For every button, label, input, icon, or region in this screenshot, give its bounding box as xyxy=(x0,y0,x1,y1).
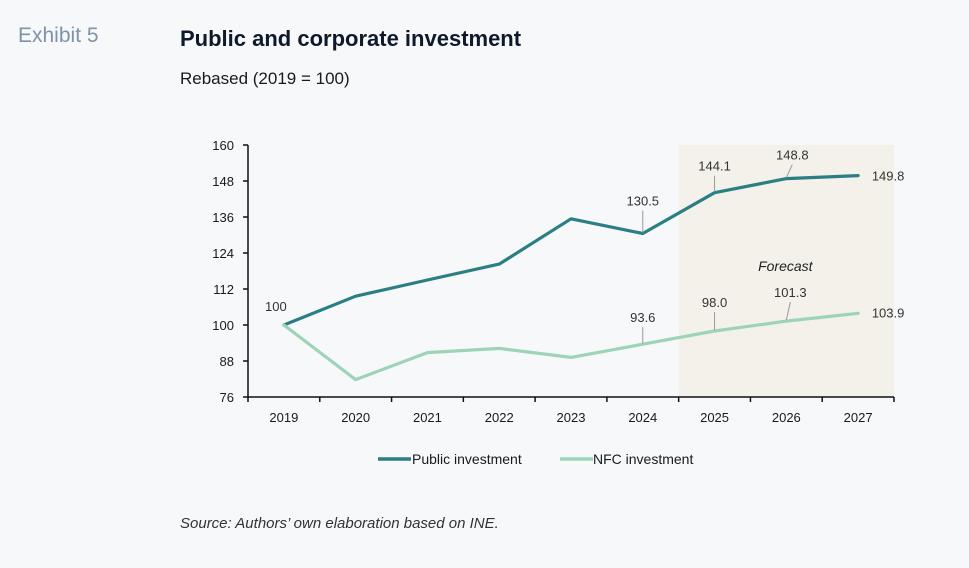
exhibit-number: Exhibit 5 xyxy=(18,24,99,47)
x-tick-label: 2027 xyxy=(844,410,873,425)
y-tick-label: 124 xyxy=(212,246,234,261)
legend-nfc-label: NFC investment xyxy=(593,451,693,467)
data-label: 130.5 xyxy=(627,194,660,209)
x-tick-label: 2021 xyxy=(413,410,442,425)
source-note: Source: Authors’ own elaboration based o… xyxy=(180,515,499,532)
data-label: 98.0 xyxy=(702,295,727,310)
x-tick-label: 2022 xyxy=(485,410,514,425)
y-tick-label: 112 xyxy=(213,282,234,297)
x-tick-label: 2024 xyxy=(628,410,657,425)
chart-title: Public and corporate investment xyxy=(180,26,522,51)
y-tick-label: 76 xyxy=(220,390,234,405)
y-tick-label: 160 xyxy=(212,138,234,153)
data-label: 148.8 xyxy=(776,148,809,163)
chart-subtitle: Rebased (2019 = 100) xyxy=(180,69,350,88)
legend-public-label: Public investment xyxy=(412,451,522,467)
x-tick-label: 2020 xyxy=(341,410,370,425)
data-label: 101.3 xyxy=(774,285,807,300)
x-tick-label: 2026 xyxy=(772,410,801,425)
label-leader-line xyxy=(785,301,791,321)
x-tick-label: 2025 xyxy=(700,410,729,425)
forecast-label: Forecast xyxy=(758,258,814,274)
data-label: 100 xyxy=(265,299,287,314)
x-tick-label: 2023 xyxy=(557,410,586,425)
data-label: 149.8 xyxy=(872,169,905,184)
data-label: 93.6 xyxy=(630,310,655,325)
y-tick-label: 148 xyxy=(212,174,234,189)
y-tick-label: 88 xyxy=(220,354,234,369)
y-tick-label: 100 xyxy=(212,318,234,333)
label-leader-line xyxy=(785,164,793,178)
data-label: 103.9 xyxy=(872,305,905,320)
y-tick-label: 136 xyxy=(212,210,234,225)
x-tick-label: 2019 xyxy=(269,410,298,425)
data-label: 144.1 xyxy=(698,159,731,174)
